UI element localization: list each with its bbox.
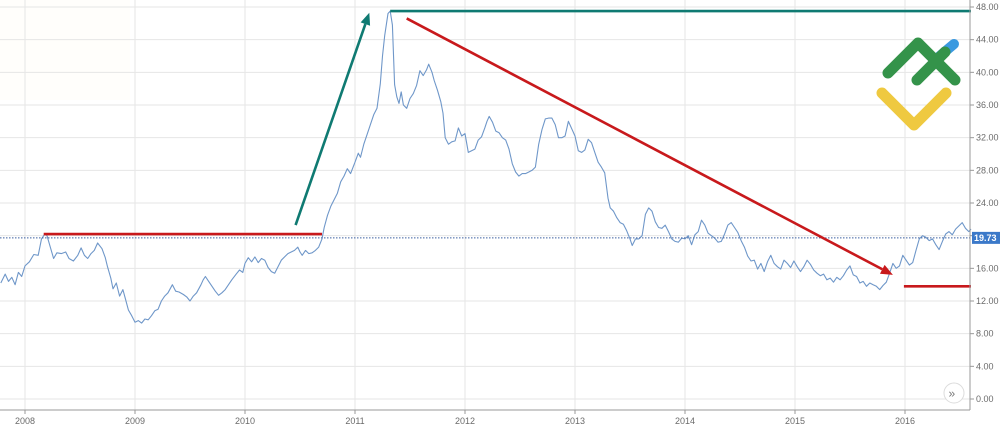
x-tick-label: 2008: [15, 416, 35, 426]
current-price-badge: 19.73: [972, 231, 1000, 244]
y-tick-label: 24.00: [976, 198, 999, 208]
arrow-head-icon: [879, 264, 893, 275]
y-tick-label: 32.00: [976, 133, 999, 143]
y-tick-label: 8.00: [976, 329, 994, 339]
x-tick-label: 2011: [345, 416, 364, 426]
x-tick-label: 2010: [235, 416, 255, 426]
brand-logo-icon: [876, 37, 961, 131]
arrow-head-icon: [360, 12, 371, 26]
x-tick-label: 2012: [455, 416, 475, 426]
y-axis-price-scale[interactable]: 0.004.008.0012.0016.0020.0024.0028.0032.…: [970, 2, 999, 404]
x-tick-label: 2014: [675, 416, 695, 426]
scroll-to-realtime-button[interactable]: »: [943, 382, 965, 404]
trend-arrow-line: [294, 23, 367, 226]
x-tick-label: 2013: [565, 416, 585, 426]
price-series: [0, 10, 972, 324]
y-tick-label: 28.00: [976, 165, 999, 175]
y-tick-label: 36.00: [976, 100, 999, 110]
x-tick-label: 2015: [785, 416, 805, 426]
x-tick-label: 2016: [895, 416, 915, 426]
y-tick-label: 48.00: [976, 2, 999, 12]
double-chevron-right-icon: »: [949, 387, 956, 401]
y-tick-label: 0.00: [976, 394, 994, 404]
current-price-value: 19.73: [974, 233, 997, 243]
trend-annotations: [43, 9, 971, 288]
y-tick-label: 4.00: [976, 361, 994, 371]
price-line: [0, 10, 972, 324]
grid-lines: [0, 0, 970, 410]
y-tick-label: 12.00: [976, 296, 999, 306]
y-tick-label: 40.00: [976, 67, 999, 77]
x-tick-label: 2009: [125, 416, 145, 426]
x-axis-time-scale[interactable]: 2008 2009 2010 2011 2012 2013 2014 2015 2016: [15, 410, 915, 426]
y-tick-label: 16.00: [976, 263, 999, 273]
y-tick-label: 44.00: [976, 35, 999, 45]
trend-arrow-line: [406, 17, 883, 271]
watermark-area: [0, 0, 130, 100]
